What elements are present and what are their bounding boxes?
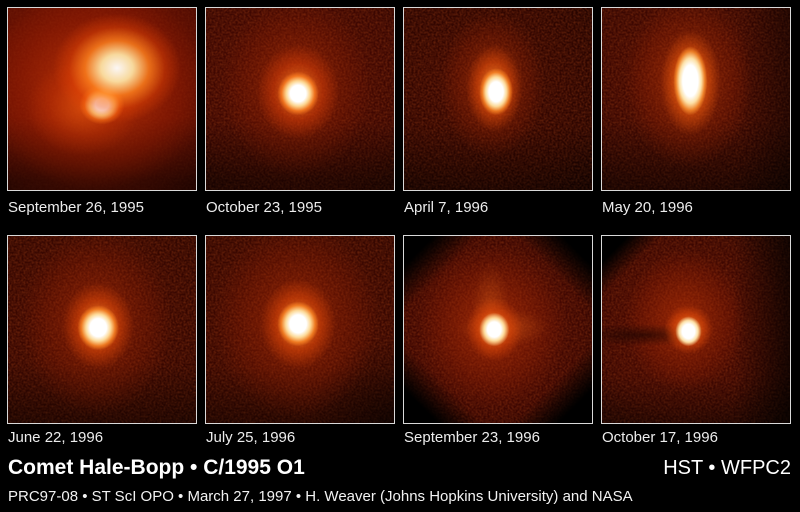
comet-glow [8, 8, 196, 190]
panel-date-label: April 7, 1996 [404, 199, 489, 216]
panel-date-label: September 23, 1996 [404, 429, 540, 446]
panel-date-label: October 17, 1996 [602, 429, 718, 446]
comet-glow [404, 236, 592, 423]
label-row-2: June 22, 1996 July 25, 1996 September 23… [7, 428, 791, 448]
comet-glow [206, 236, 394, 423]
panel-row-1 [7, 7, 791, 191]
credit-line: PRC97-08 • ST ScI OPO • March 27, 1997 •… [8, 488, 633, 505]
comet-glow [8, 236, 196, 423]
panel-date-label: July 25, 1996 [206, 429, 296, 446]
comet-glow [602, 236, 790, 423]
footer-bar: Comet Hale-Bopp • C/1995 O1 HST • WFPC2 [8, 455, 791, 481]
comet-panel-1 [7, 7, 197, 191]
comet-panel-6 [205, 235, 395, 424]
panel-row-2 [7, 235, 791, 424]
panel-date-label: June 22, 1996 [8, 429, 104, 446]
comet-panel-2 [205, 7, 395, 191]
comet-panel-4 [601, 7, 791, 191]
label-row-1: September 26, 1995 October 23, 1995 Apri… [7, 198, 791, 218]
panel-date-label: October 23, 1995 [206, 199, 322, 216]
instrument-label: HST • WFPC2 [663, 457, 791, 479]
comet-panel-7 [403, 235, 593, 424]
comet-panel-5 [7, 235, 197, 424]
image-title: Comet Hale-Bopp • C/1995 O1 [8, 456, 305, 479]
comet-panel-3 [403, 7, 593, 191]
panel-date-label: September 26, 1995 [8, 199, 144, 216]
comet-glow [602, 8, 790, 190]
comet-panel-8 [601, 235, 791, 424]
comet-glow [206, 8, 394, 190]
comet-glow [404, 8, 592, 190]
panel-date-label: May 20, 1996 [602, 199, 693, 216]
